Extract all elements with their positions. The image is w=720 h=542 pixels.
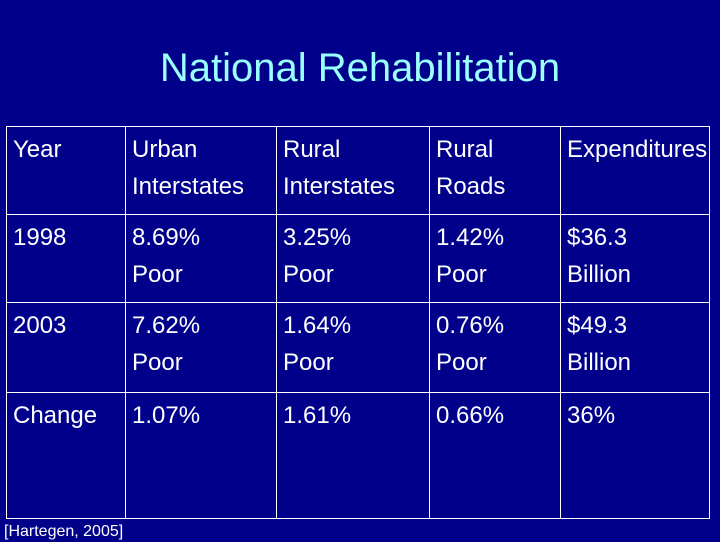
cell-value: 36% [567, 402, 616, 429]
header-label-line1: Rural [436, 136, 494, 163]
citation: [Hartegen, 2005] [4, 523, 124, 540]
cell-condition: Poor [132, 261, 183, 288]
cell-expenditures: $49.3 Billion [560, 302, 710, 393]
cell-text: 1998 [13, 224, 67, 251]
cell-value: 1.07% [132, 402, 201, 429]
cell-condition: Poor [283, 261, 334, 288]
cell-urban-interstates: 7.62% Poor [125, 302, 277, 393]
table-row: 2003 7.62% Poor 1.64% Poor 0.76% Poor $4… [6, 302, 710, 393]
cell-year: 2003 [6, 302, 126, 393]
cell-value: 0.76% [436, 312, 505, 339]
cell-text: 2003 [13, 312, 67, 339]
header-label-line1: Urban [132, 136, 198, 163]
cell-condition: Poor [132, 349, 183, 376]
rehabilitation-table: Year Urban Interstates Rural Interstates… [6, 126, 710, 519]
cell-value: 3.25% [283, 224, 352, 251]
cell-expenditures: $36.3 Billion [560, 214, 710, 303]
cell-value: 0.66% [436, 402, 505, 429]
cell-unit: Billion [567, 261, 632, 288]
cell-value: $36.3 [567, 224, 628, 251]
header-label-line2: Roads [436, 173, 506, 200]
cell-condition: Poor [283, 349, 334, 376]
cell-year: 1998 [6, 214, 126, 303]
header-year: Year [6, 126, 126, 215]
cell-rural-roads: 0.66% [429, 392, 561, 519]
cell-expenditures: 36% [560, 392, 710, 519]
cell-rural-interstates: 3.25% Poor [276, 214, 430, 303]
cell-value: 7.62% [132, 312, 201, 339]
header-expenditures-label: Expenditures [567, 136, 708, 163]
cell-value: $49.3 [567, 312, 628, 339]
header-rural-roads: Rural Roads [429, 126, 561, 215]
cell-value: 8.69% [132, 224, 201, 251]
slide-title: National Rehabilitation [159, 46, 561, 90]
cell-text: Change [13, 402, 98, 429]
cell-condition: Poor [436, 261, 487, 288]
cell-rural-interstates: 1.64% Poor [276, 302, 430, 393]
table-header-row: Year Urban Interstates Rural Interstates… [6, 126, 710, 215]
header-rural-interstates: Rural Interstates [276, 126, 430, 215]
cell-value: 1.42% [436, 224, 505, 251]
cell-change-label: Change [6, 392, 126, 519]
cell-urban-interstates: 8.69% Poor [125, 214, 277, 303]
header-label-line2: Interstates [132, 173, 245, 200]
cell-value: 1.64% [283, 312, 352, 339]
header-expenditures: Expenditures [560, 126, 710, 215]
cell-rural-roads: 1.42% Poor [429, 214, 561, 303]
header-label-line1: Rural [283, 136, 341, 163]
cell-rural-interstates: 1.61% [276, 392, 430, 519]
cell-condition: Poor [436, 349, 487, 376]
cell-rural-roads: 0.76% Poor [429, 302, 561, 393]
table-row: 1998 8.69% Poor 3.25% Poor 1.42% Poor $3… [6, 214, 710, 303]
cell-urban-interstates: 1.07% [125, 392, 277, 519]
header-label-line2: Interstates [283, 173, 396, 200]
cell-unit: Billion [567, 349, 632, 376]
header-urban-interstates: Urban Interstates [125, 126, 277, 215]
table-row-change: Change 1.07% 1.61% 0.66% 36% [6, 392, 710, 519]
cell-value: 1.61% [283, 402, 352, 429]
header-year-label: Year [13, 136, 62, 163]
